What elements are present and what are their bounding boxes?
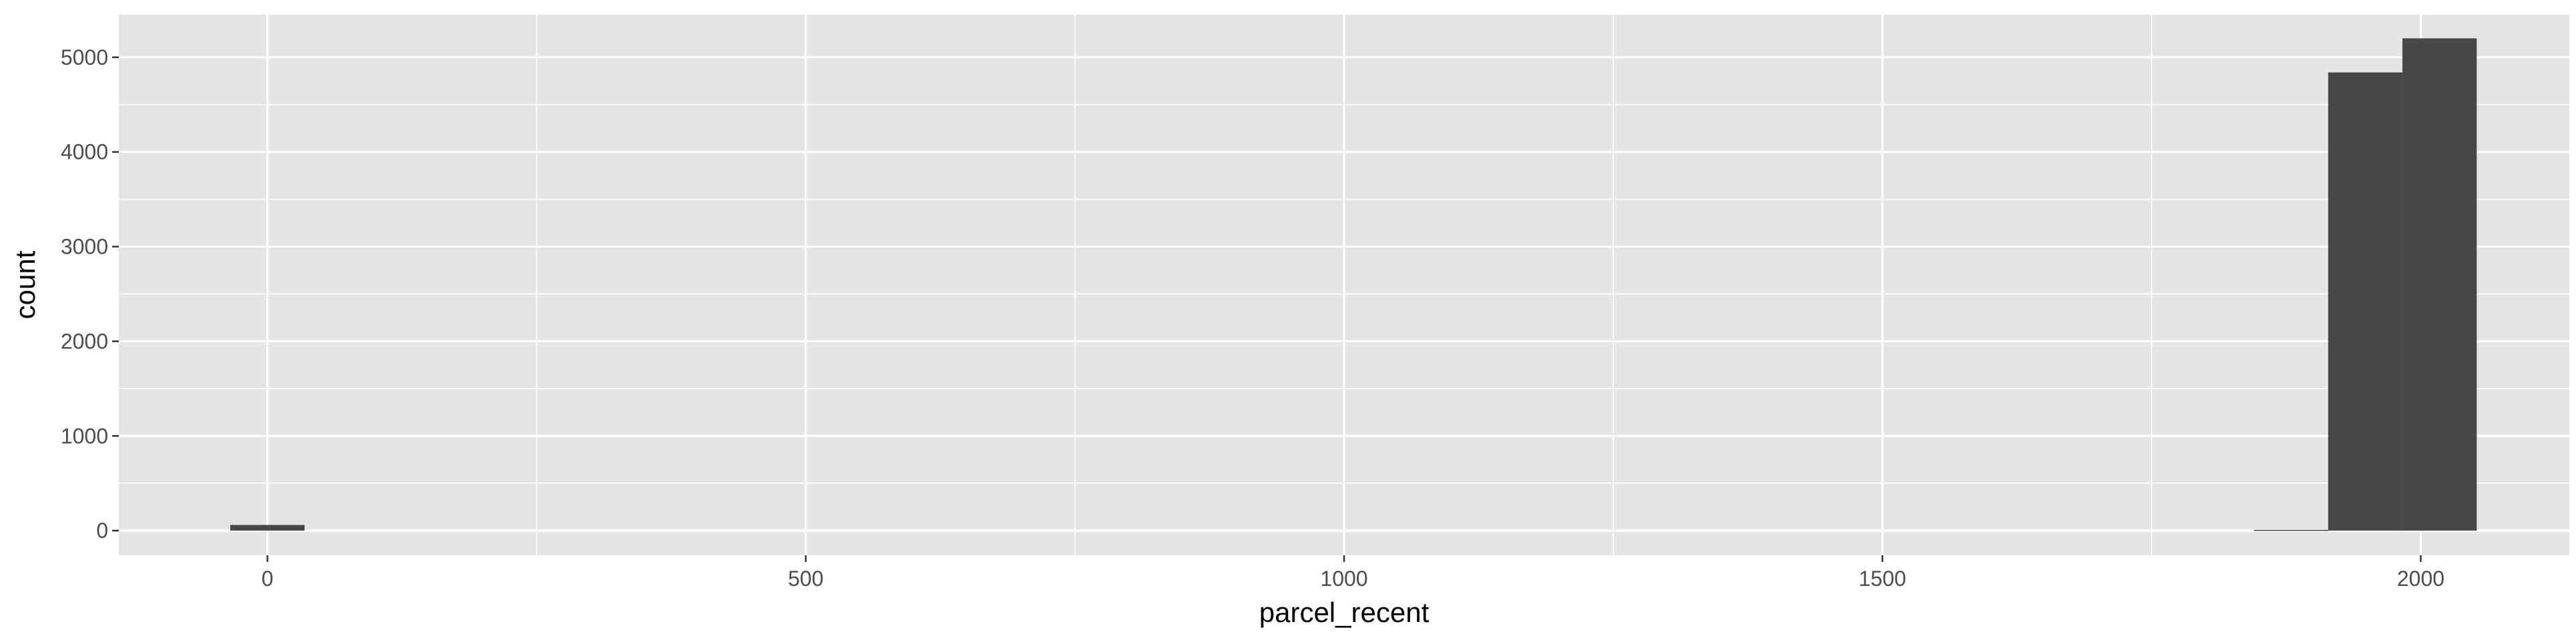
y-tick-label: 3000 bbox=[61, 235, 108, 259]
y-tick-label: 0 bbox=[96, 519, 108, 543]
x-axis-ticks: 0 500 1000 1500 2000 bbox=[262, 555, 2444, 591]
histogram-bar bbox=[230, 525, 305, 531]
histogram-bars bbox=[230, 38, 2477, 531]
histogram-bar bbox=[2253, 529, 2328, 531]
y-axis-ticks: 0 1000 2000 3000 4000 5000 bbox=[61, 45, 119, 543]
y-tick-label: 5000 bbox=[61, 45, 108, 69]
x-tick-label: 1000 bbox=[1320, 567, 1367, 591]
y-tick-label: 1000 bbox=[61, 424, 108, 448]
histogram-bar bbox=[2328, 72, 2403, 531]
major-gridlines bbox=[119, 15, 2569, 555]
y-tick-label: 2000 bbox=[61, 329, 108, 353]
x-tick-label: 2000 bbox=[2397, 567, 2444, 591]
y-axis-title: count bbox=[9, 250, 41, 319]
x-tick-label: 1500 bbox=[1859, 567, 1906, 591]
y-tick-label: 4000 bbox=[61, 140, 108, 164]
x-tick-label: 500 bbox=[788, 567, 823, 591]
x-tick-label: 0 bbox=[262, 567, 274, 591]
x-axis-title: parcel_recent bbox=[1259, 597, 1430, 628]
histogram-bar bbox=[2402, 38, 2477, 531]
